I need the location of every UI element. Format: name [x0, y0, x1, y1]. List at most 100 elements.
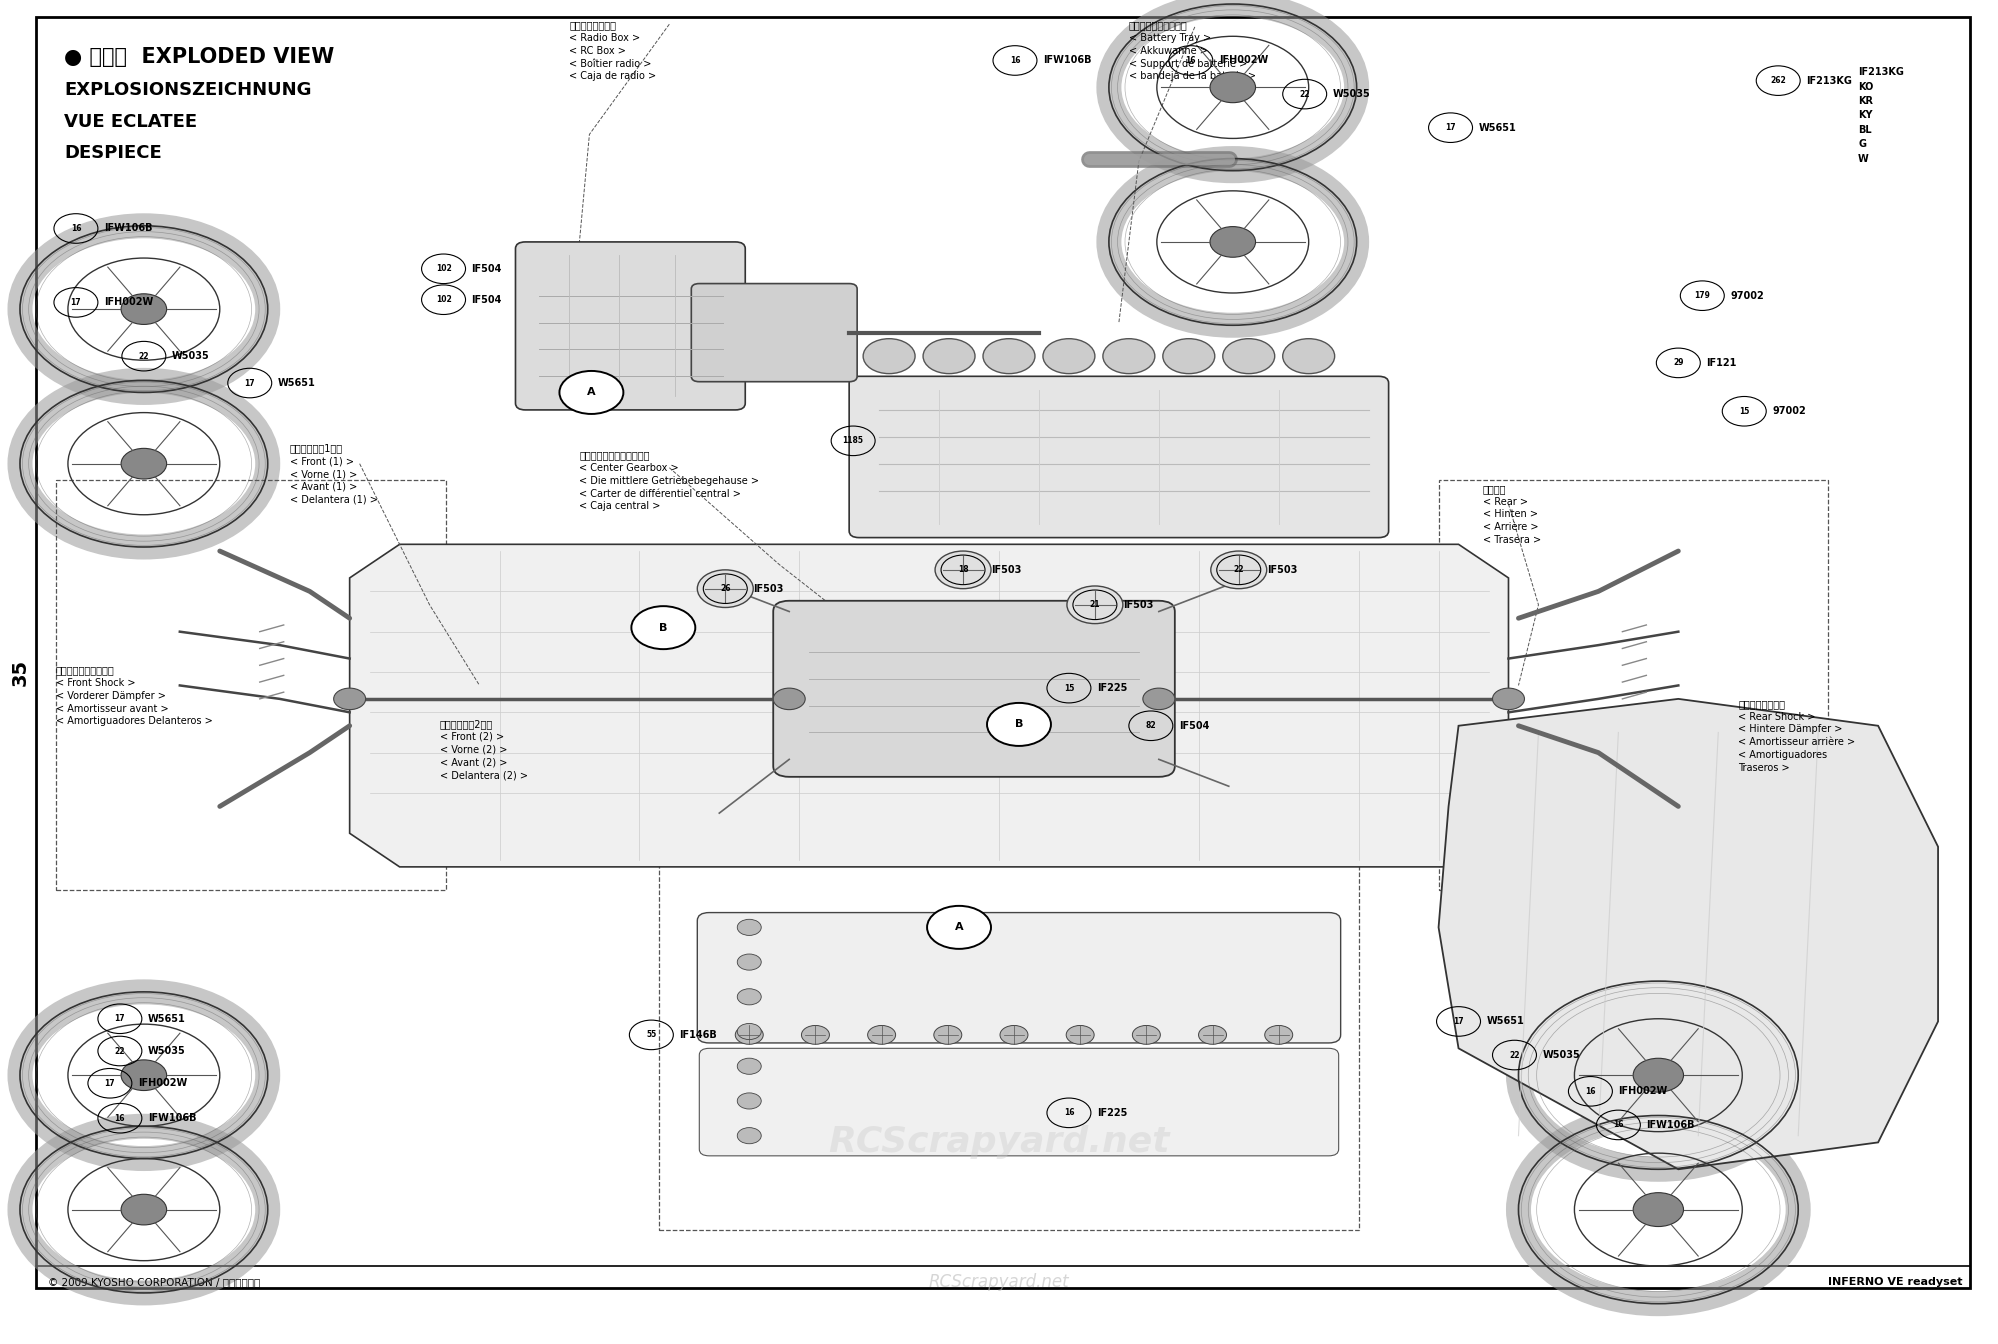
- FancyBboxPatch shape: [697, 913, 1341, 1043]
- Text: ＜フロントダンパー＞
< Front Shock >
< Vorderer Dämpfer >
< Amortisseur avant >
< Amortigu: ＜フロントダンパー＞ < Front Shock > < Vorderer Dä…: [56, 665, 212, 727]
- Text: 55: 55: [645, 1031, 657, 1039]
- Text: 17: 17: [114, 1015, 126, 1023]
- Text: 22: 22: [1508, 1051, 1520, 1059]
- Text: IF213KG: IF213KG: [1806, 75, 1852, 86]
- Text: 16: 16: [1063, 1109, 1075, 1117]
- Text: 102: 102: [436, 265, 452, 273]
- Circle shape: [927, 906, 991, 949]
- Bar: [1439, 480, 1828, 890]
- Circle shape: [631, 606, 695, 649]
- Text: 179: 179: [1694, 292, 1710, 300]
- Circle shape: [737, 1093, 761, 1109]
- Text: 82: 82: [1145, 722, 1157, 730]
- FancyBboxPatch shape: [773, 601, 1175, 777]
- Circle shape: [1067, 1025, 1095, 1044]
- Text: RCScrapyard.net: RCScrapyard.net: [829, 1125, 1169, 1160]
- Text: 16: 16: [1185, 56, 1197, 65]
- Text: 18: 18: [957, 566, 969, 574]
- Circle shape: [923, 339, 975, 374]
- Text: ＜リヤ＞
< Rear >
< Hinten >
< Arrière >
< Trasera >: ＜リヤ＞ < Rear > < Hinten > < Arrière > < T…: [1483, 484, 1540, 546]
- FancyBboxPatch shape: [699, 1048, 1339, 1156]
- Text: IF504: IF504: [472, 263, 501, 274]
- Circle shape: [737, 954, 761, 970]
- Text: 17: 17: [244, 379, 256, 387]
- Text: 17: 17: [1453, 1017, 1465, 1025]
- Text: IF504: IF504: [472, 294, 501, 305]
- Text: IFW106B: IFW106B: [1646, 1120, 1694, 1130]
- Text: 97002: 97002: [1772, 406, 1806, 417]
- Text: © 2009 KYOSHO CORPORATION / 禁断转载複製: © 2009 KYOSHO CORPORATION / 禁断转载複製: [48, 1277, 260, 1288]
- Circle shape: [935, 551, 991, 589]
- Circle shape: [1163, 339, 1215, 374]
- Text: 15: 15: [1063, 684, 1075, 692]
- Circle shape: [1143, 688, 1175, 710]
- Circle shape: [737, 989, 761, 1005]
- Text: 17: 17: [70, 298, 82, 306]
- Polygon shape: [1439, 699, 1938, 1169]
- Text: IF503: IF503: [991, 564, 1021, 575]
- Text: IFW106B: IFW106B: [1043, 55, 1091, 66]
- Text: INFERNO VE readyset: INFERNO VE readyset: [1828, 1277, 1962, 1288]
- Text: W5035: W5035: [1542, 1050, 1580, 1060]
- Text: 22: 22: [1233, 566, 1245, 574]
- Text: W5651: W5651: [1487, 1016, 1524, 1027]
- Text: ● 分解図  EXPLODED VIEW: ● 分解図 EXPLODED VIEW: [64, 47, 334, 67]
- Circle shape: [1103, 339, 1155, 374]
- Circle shape: [1632, 1192, 1684, 1227]
- Text: IFH002W: IFH002W: [104, 297, 154, 308]
- Text: IF225: IF225: [1097, 683, 1127, 694]
- Text: IF503: IF503: [753, 583, 783, 594]
- Text: IFH002W: IFH002W: [1219, 55, 1269, 66]
- Circle shape: [559, 371, 623, 414]
- FancyBboxPatch shape: [515, 242, 745, 410]
- Text: IF225: IF225: [1097, 1107, 1127, 1118]
- Text: 16: 16: [1612, 1121, 1624, 1129]
- Text: 16: 16: [114, 1114, 126, 1122]
- Text: 22: 22: [114, 1047, 126, 1055]
- Polygon shape: [350, 544, 1508, 867]
- Circle shape: [1133, 1025, 1161, 1044]
- Text: IF121: IF121: [1706, 358, 1736, 368]
- Text: 262: 262: [1770, 77, 1786, 85]
- Circle shape: [1043, 339, 1095, 374]
- Text: IFH002W: IFH002W: [1618, 1086, 1668, 1097]
- Text: 22: 22: [138, 352, 150, 360]
- Text: 29: 29: [1672, 359, 1684, 367]
- Circle shape: [1067, 586, 1123, 624]
- FancyBboxPatch shape: [691, 284, 857, 382]
- Text: VUE ECLATEE: VUE ECLATEE: [64, 113, 198, 130]
- Text: 15: 15: [1738, 407, 1750, 415]
- Text: W5035: W5035: [148, 1046, 186, 1056]
- Text: 22: 22: [1299, 90, 1311, 98]
- Circle shape: [1001, 1025, 1029, 1044]
- Text: 21: 21: [1089, 601, 1101, 609]
- Text: W5651: W5651: [1479, 122, 1516, 133]
- Circle shape: [1199, 1025, 1227, 1044]
- Text: IF213KG
KO
KR
KY
BL
G
W: IF213KG KO KR KY BL G W: [1858, 67, 1904, 164]
- Text: B: B: [1015, 719, 1023, 730]
- Circle shape: [122, 1195, 166, 1224]
- Text: ＜リヤダンパー＞
< Rear Shock >
< Hintere Dämpfer >
< Amortisseur arrière >
< Amortiguad: ＜リヤダンパー＞ < Rear Shock > < Hintere Dämpfe…: [1738, 699, 1856, 773]
- Text: IF504: IF504: [1179, 720, 1209, 731]
- Circle shape: [933, 1025, 961, 1044]
- Circle shape: [737, 1128, 761, 1144]
- Text: DESPIECE: DESPIECE: [64, 144, 162, 161]
- Circle shape: [1265, 1025, 1293, 1044]
- Circle shape: [122, 294, 166, 324]
- Circle shape: [987, 703, 1051, 746]
- Text: 26: 26: [719, 585, 731, 593]
- Circle shape: [1493, 688, 1524, 710]
- Text: RCScrapyard.net: RCScrapyard.net: [929, 1273, 1069, 1292]
- Text: 16: 16: [70, 224, 82, 233]
- Text: 17: 17: [104, 1079, 116, 1087]
- Text: IF503: IF503: [1267, 564, 1297, 575]
- Text: IF146B: IF146B: [679, 1030, 717, 1040]
- Text: IFW106B: IFW106B: [148, 1113, 196, 1124]
- Text: IFW106B: IFW106B: [104, 223, 152, 234]
- FancyBboxPatch shape: [849, 376, 1389, 538]
- Bar: [659, 753, 1359, 1230]
- Circle shape: [1283, 339, 1335, 374]
- Bar: [56, 480, 446, 890]
- Circle shape: [1223, 339, 1275, 374]
- Text: B: B: [659, 622, 667, 633]
